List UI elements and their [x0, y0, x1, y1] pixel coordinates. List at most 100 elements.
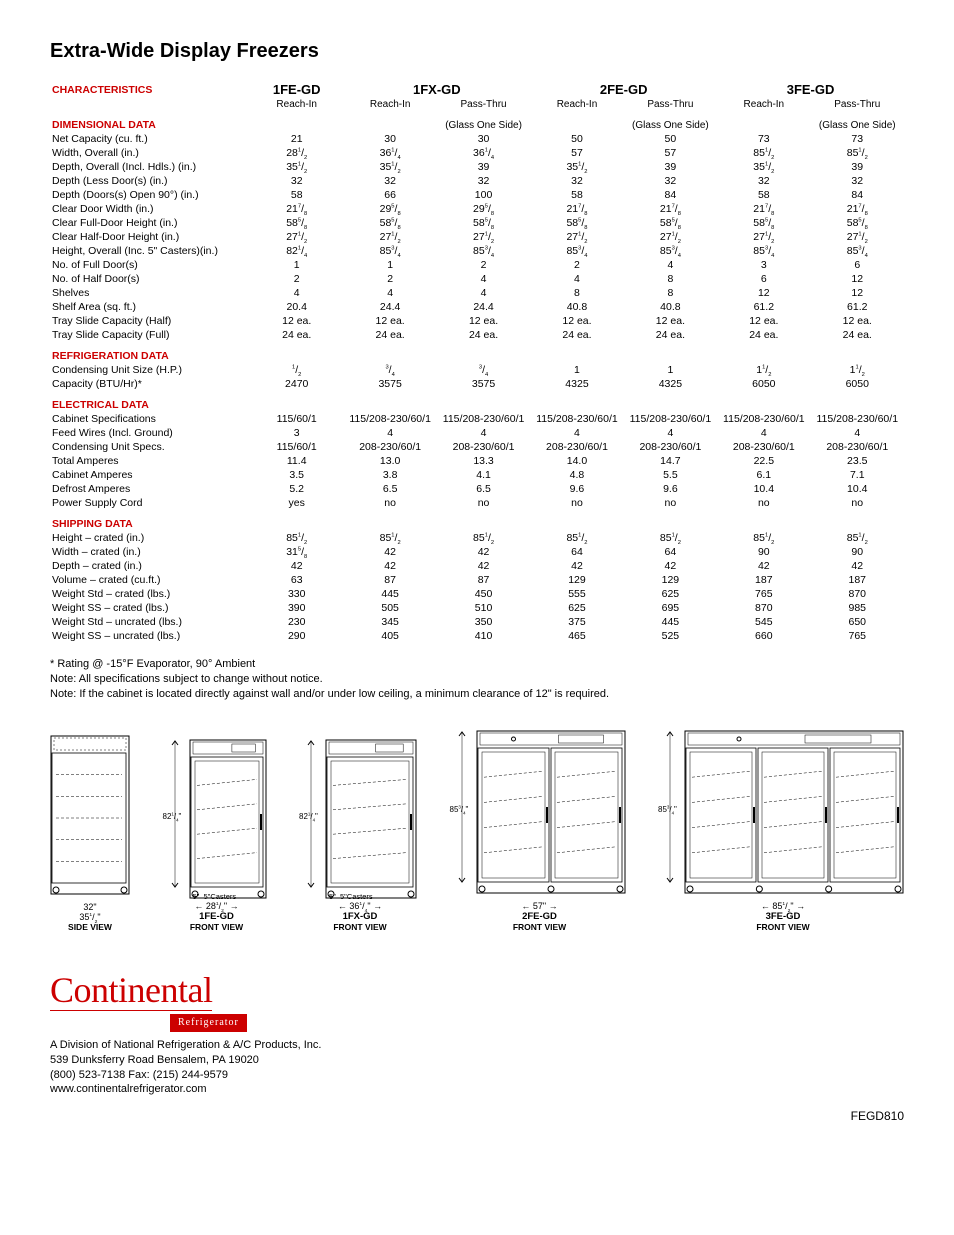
- table-row: Cabinet Specifications115/60/1115/208-23…: [50, 412, 904, 426]
- section-header: REFRIGERATION DATA: [50, 342, 250, 363]
- table-row: Height – crated (in.)851/2851/2851/2851/…: [50, 531, 904, 545]
- row-value: 24.4: [437, 300, 530, 314]
- row-value: 9.6: [530, 482, 623, 496]
- section-header: SHIPPING DATA: [50, 510, 250, 531]
- row-value: 217/8: [530, 202, 623, 216]
- table-row: Feed Wires (Incl. Ground)3444444: [50, 426, 904, 440]
- row-value: 851/2: [250, 531, 343, 545]
- row-label: Shelf Area (sq. ft.): [50, 300, 250, 314]
- row-value: 32: [811, 174, 904, 188]
- footer-line: 539 Dunksferry Road Bensalem, PA 19020: [50, 1053, 904, 1068]
- model-header: 3FE-GD: [717, 81, 904, 98]
- table-row: Width, Overall (in.)281/2361/4361/457578…: [50, 146, 904, 160]
- row-value: 10.4: [811, 482, 904, 496]
- glass-note: [250, 111, 343, 132]
- row-value: 271/2: [250, 230, 343, 244]
- row-value: 8: [624, 286, 717, 300]
- row-value: 2470: [250, 377, 343, 391]
- row-value: 90: [717, 545, 810, 559]
- row-value: 6.5: [437, 482, 530, 496]
- row-value: 1: [624, 363, 717, 377]
- row-value: 295/8: [343, 202, 436, 216]
- row-value: 281/2: [250, 146, 343, 160]
- table-row: Clear Full-Door Height (in.)585/8585/858…: [50, 216, 904, 230]
- row-value: 22.5: [717, 454, 810, 468]
- row-value: 14.0: [530, 454, 623, 468]
- row-value: 375: [530, 615, 623, 629]
- variant-header: Pass-Thru: [437, 98, 530, 111]
- row-value: 42: [717, 559, 810, 573]
- row-value: 271/2: [530, 230, 623, 244]
- row-value: 853/4: [530, 244, 623, 258]
- row-label: Tray Slide Capacity (Full): [50, 328, 250, 342]
- row-label: Width – crated (in.): [50, 545, 250, 559]
- row-value: 3575: [437, 377, 530, 391]
- row-value: 350: [437, 615, 530, 629]
- row-label: Height, Overall (Inc. 5" Casters)(in.): [50, 244, 250, 258]
- brand-sub: Refrigerator: [170, 1014, 247, 1032]
- row-value: 4325: [530, 377, 623, 391]
- row-value: 765: [811, 629, 904, 643]
- row-value: 853/4: [437, 244, 530, 258]
- variant-row: Reach-InReach-InPass-ThruReach-InPass-Th…: [50, 98, 904, 111]
- section-header: DIMENSIONAL DATA: [50, 111, 250, 132]
- table-row: Cabinet Amperes3.53.84.14.85.56.17.1: [50, 468, 904, 482]
- row-value: 12 ea.: [437, 314, 530, 328]
- row-label: Net Capacity (cu. ft.): [50, 132, 250, 146]
- variant-header: Reach-In: [343, 98, 436, 111]
- row-value: 24 ea.: [811, 328, 904, 342]
- row-value: 208-230/60/1: [811, 440, 904, 454]
- row-value: no: [437, 496, 530, 510]
- row-value: 12 ea.: [530, 314, 623, 328]
- row-value: 525: [624, 629, 717, 643]
- row-value: 187: [717, 573, 810, 587]
- row-value: 100: [437, 188, 530, 202]
- row-value: 32: [343, 174, 436, 188]
- row-value: 585/8: [250, 216, 343, 230]
- row-value: 625: [624, 587, 717, 601]
- row-value: 24 ea.: [437, 328, 530, 342]
- row-value: 57: [530, 146, 623, 160]
- row-value: 351/2: [250, 160, 343, 174]
- row-value: 851/2: [437, 531, 530, 545]
- row-value: 42: [343, 545, 436, 559]
- row-value: 129: [624, 573, 717, 587]
- row-value: 6.5: [343, 482, 436, 496]
- row-label: Volume – crated (cu.ft.): [50, 573, 250, 587]
- footer-line: A Division of National Refrigeration & A…: [50, 1038, 904, 1053]
- row-value: 12: [811, 286, 904, 300]
- row-value: no: [624, 496, 717, 510]
- row-value: 9.6: [624, 482, 717, 496]
- row-value: 12: [811, 272, 904, 286]
- row-value: 1/2: [250, 363, 343, 377]
- row-value: 230: [250, 615, 343, 629]
- row-label: Weight Std – crated (lbs.): [50, 587, 250, 601]
- row-value: 585/8: [717, 216, 810, 230]
- row-value: 50: [530, 132, 623, 146]
- row-value: 405: [343, 629, 436, 643]
- row-label: Clear Door Width (in.): [50, 202, 250, 216]
- row-value: 585/8: [811, 216, 904, 230]
- note-line: Note: If the cabinet is located directly…: [50, 687, 904, 702]
- row-value: 208-230/60/1: [717, 440, 810, 454]
- row-value: 217/8: [250, 202, 343, 216]
- variant-header: Reach-In: [717, 98, 810, 111]
- table-row: No. of Half Door(s)22448612: [50, 272, 904, 286]
- row-value: 5.5: [624, 468, 717, 482]
- row-value: 351/2: [530, 160, 623, 174]
- table-row: Width – crated (in.)315/8424264649090: [50, 545, 904, 559]
- characteristics-header: CHARACTERISTICS: [50, 81, 250, 98]
- row-value: 4: [624, 258, 717, 272]
- row-value: 4: [530, 426, 623, 440]
- row-label: Depth (Doors(s) Open 90°) (in.): [50, 188, 250, 202]
- row-value: 73: [717, 132, 810, 146]
- row-value: 115/208-230/60/1: [343, 412, 436, 426]
- row-value: 115/208-230/60/1: [717, 412, 810, 426]
- table-row: Clear Half-Door Height (in.)271/2271/227…: [50, 230, 904, 244]
- row-value: 4: [624, 426, 717, 440]
- row-value: 851/2: [717, 531, 810, 545]
- row-value: 12: [717, 286, 810, 300]
- variant-header: Pass-Thru: [624, 98, 717, 111]
- row-value: 42: [624, 559, 717, 573]
- row-value: 1: [250, 258, 343, 272]
